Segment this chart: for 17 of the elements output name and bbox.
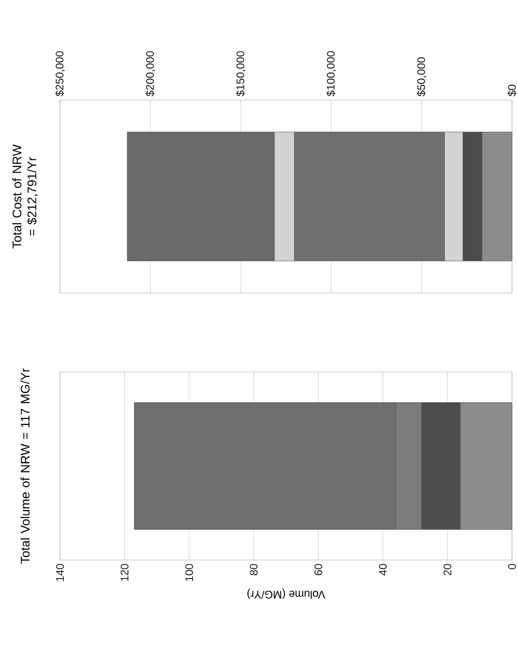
x-tick-label: 100	[185, 564, 194, 581]
x-tick-label: $100,000	[326, 51, 336, 96]
x-tick-label: $0	[508, 84, 516, 96]
x-tick-label: 80	[250, 564, 258, 576]
text: Total Cost of NRW = $212,791/Yr	[12, 144, 38, 248]
x-tick-label: 120	[120, 564, 128, 581]
x-tick-label: 0	[508, 564, 516, 570]
x-tick-label: 40	[378, 564, 387, 576]
x-tick-label: $50,000	[416, 57, 426, 96]
x-axis-title: Volume (MG/Yr)	[247, 588, 326, 599]
text: Total Volume of NRW = 117 MG/Yr	[20, 368, 30, 564]
x-tick-label: $150,000	[236, 51, 246, 96]
x-tick-label: 60	[314, 564, 322, 576]
x-tick-label: $200,000	[146, 51, 156, 96]
x-tick-label: $250,000	[55, 51, 65, 96]
x-tick-label: 20	[444, 564, 452, 576]
x-tick-label: 140	[56, 564, 64, 581]
